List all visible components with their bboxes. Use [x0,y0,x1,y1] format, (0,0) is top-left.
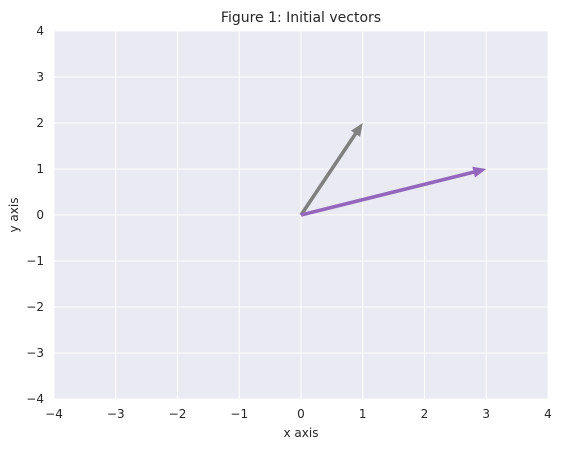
x-tick-label: 4 [544,407,552,421]
vectors [299,123,487,217]
y-tick-label: 1 [36,162,44,176]
y-tick-label: −4 [26,392,44,406]
y-tick-label: −3 [26,346,44,360]
vector-shape [299,123,363,217]
x-tick-label: −1 [230,407,248,421]
x-tick-label: 1 [359,407,367,421]
chart-title: Figure 1: Initial vectors [221,10,381,26]
x-tick-label: −4 [45,407,63,421]
y-tick-label: 2 [36,116,44,130]
y-tick-label: −1 [26,254,44,268]
y-tick-label: 4 [36,24,44,38]
vector-shape [300,166,487,217]
x-tick-label: 0 [297,407,305,421]
x-tick-label: −3 [107,407,125,421]
y-axis-label: y axis [7,198,21,233]
vector-arrow-2 [300,166,487,217]
x-tick-label: 3 [482,407,490,421]
x-tick-labels: −4 −3 −2 −1 0 1 2 3 4 [45,407,552,421]
y-tick-label: 0 [36,208,44,222]
y-tick-label: −2 [26,300,44,314]
x-tick-label: −2 [169,407,187,421]
vector-arrow-1 [299,123,363,217]
x-tick-label: 2 [421,407,429,421]
y-tick-label: 3 [36,70,44,84]
y-tick-labels: −4 −3 −2 −1 0 1 2 3 4 [26,24,44,406]
x-axis-label: x axis [284,426,319,440]
